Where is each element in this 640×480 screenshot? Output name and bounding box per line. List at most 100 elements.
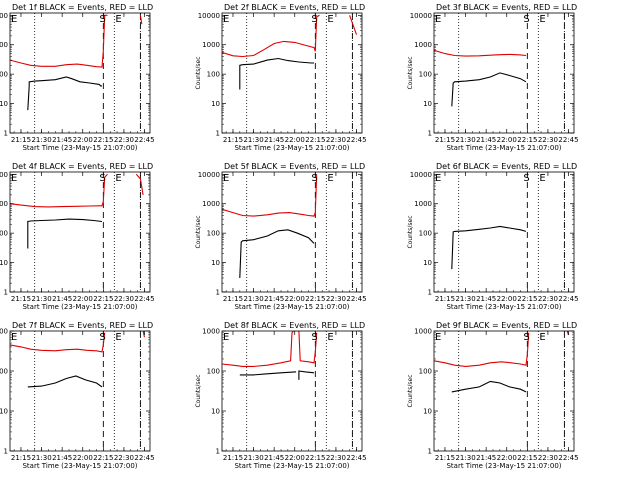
x-tick-label: 21:15 [435, 454, 455, 462]
x-axis-label: Start Time (23-May-15 21:07:00) [446, 303, 561, 311]
x-tick-label: 22:30 [326, 136, 346, 144]
marker-s: S [99, 173, 105, 184]
y-tick-label: 1000 [0, 328, 8, 336]
marker-e: E [539, 14, 545, 25]
marker-e: E [435, 332, 441, 343]
x-tick-label: 22:15 [93, 295, 113, 303]
y-axis-label: Counts/sec [195, 374, 202, 407]
x-tick-label: 21:45 [52, 295, 72, 303]
x-tick-label: 22:30 [538, 454, 558, 462]
x-axis-label: Start Time (23-May-15 21:07:00) [234, 144, 349, 152]
marker-s: S [523, 14, 529, 25]
series-group [10, 14, 143, 111]
plot-frame [9, 12, 151, 134]
panel-title: Det 9f BLACK = Events, RED = LLD [436, 321, 577, 330]
lld-series-line [222, 174, 318, 217]
y-tick-label: 100 [0, 71, 8, 79]
marker-s: S [311, 332, 317, 343]
marker-e: E [11, 14, 17, 25]
x-tick-label: 21:15 [435, 136, 455, 144]
y-tick-label: 10 [423, 100, 432, 108]
lld-series-line [10, 14, 108, 68]
y-tick-label: 10 [211, 100, 220, 108]
panel-det-7: Det 7f BLACK = Events, RED = LLD 1 10 100 10… [0, 321, 155, 470]
series-group [222, 14, 358, 90]
y-tick-label: 1 [428, 448, 432, 456]
y-tick-label: 10000 [0, 171, 8, 179]
y-axis-label: Counts/sec [407, 215, 414, 248]
lld-series-line [135, 173, 144, 195]
x-tick-label: 21:30 [31, 136, 51, 144]
y-axis-label: Counts/sec [195, 215, 202, 248]
x-axis-label: Start Time (23-May-15 21:07:00) [446, 144, 561, 152]
x-tick-label: 22:30 [114, 295, 134, 303]
plot-frame [9, 171, 151, 293]
y-tick-label: 10000 [410, 171, 432, 179]
y-tick-label: 1000 [414, 200, 432, 208]
x-tick-label: 22:00 [497, 136, 517, 144]
panel-det-9: Det 9f BLACK = Events, RED = LLD 1 10 100 10… [407, 321, 579, 470]
x-tick-label: 22:45 [346, 454, 366, 462]
y-tick-label: 1 [4, 130, 8, 138]
marker-e: E [435, 14, 441, 25]
events-series-line [239, 371, 297, 376]
x-tick-label: 22:45 [134, 295, 154, 303]
series-group [222, 331, 318, 380]
panel-title: Det 1f BLACK = Events, RED = LLD [12, 3, 153, 12]
x-axis-label: Start Time (23-May-15 21:07:00) [446, 462, 561, 470]
plot-frame [9, 330, 151, 452]
x-tick-label: 22:45 [346, 295, 366, 303]
panel-title: Det 4f BLACK = Events, RED = LLD [12, 162, 153, 171]
panel-title: Det 7f BLACK = Events, RED = LLD [12, 321, 153, 330]
marker-e: E [11, 173, 17, 184]
y-tick-label: 1 [428, 130, 432, 138]
x-tick-label: 21:45 [476, 136, 496, 144]
x-tick-label: 21:30 [31, 454, 51, 462]
x-tick-label: 21:15 [11, 295, 31, 303]
events-series-line [451, 225, 527, 270]
x-tick-label: 21:30 [243, 295, 263, 303]
y-tick-label: 1000 [0, 41, 8, 49]
series-group [434, 331, 570, 393]
marker-s: S [99, 14, 105, 25]
y-tick-label: 1 [216, 130, 220, 138]
marker-e: E [223, 14, 229, 25]
x-tick-label: 22:30 [538, 295, 558, 303]
y-axis-label: Counts/sec [195, 56, 202, 89]
x-tick-label: 21:45 [52, 454, 72, 462]
x-tick-label: 21:45 [476, 454, 496, 462]
x-tick-label: 21:30 [243, 136, 263, 144]
plot-frame [433, 171, 575, 293]
series-group [10, 173, 144, 249]
x-tick-label: 22:45 [558, 454, 578, 462]
y-tick-label: 100 [419, 71, 432, 79]
x-axis-label: Start Time (23-May-15 21:07:00) [234, 303, 349, 311]
events-series-line [27, 76, 102, 111]
lld-series-line [222, 331, 318, 367]
lld-series-line [142, 331, 146, 338]
events-series-line [451, 72, 527, 107]
y-tick-label: 1000 [202, 328, 220, 336]
panel-title: Det 3f BLACK = Events, RED = LLD [436, 3, 577, 12]
x-tick-label: 21:15 [11, 454, 31, 462]
y-tick-label: 10 [211, 259, 220, 267]
marker-e: E [327, 14, 333, 25]
marker-e: E [115, 173, 121, 184]
x-tick-label: 22:30 [114, 454, 134, 462]
lld-series-line [10, 173, 108, 208]
panel-det-2: Det 2f BLACK = Events, RED = LLD 1 10 100 10… [195, 3, 367, 152]
y-tick-label: 100 [0, 230, 8, 238]
y-tick-label: 10000 [410, 12, 432, 20]
x-tick-label: 22:15 [305, 295, 325, 303]
panel-det-4: Det 4f BLACK = Events, RED = LLD 1 10 100 10… [0, 162, 155, 311]
marker-e: E [539, 173, 545, 184]
x-tick-label: 21:45 [476, 295, 496, 303]
y-tick-label: 1 [428, 289, 432, 297]
y-tick-label: 10000 [198, 171, 220, 179]
marker-e: E [115, 332, 121, 343]
marker-s: S [523, 332, 529, 343]
x-tick-label: 22:15 [93, 454, 113, 462]
marker-s: S [523, 173, 529, 184]
x-tick-label: 22:45 [346, 136, 366, 144]
x-tick-label: 21:45 [264, 454, 284, 462]
